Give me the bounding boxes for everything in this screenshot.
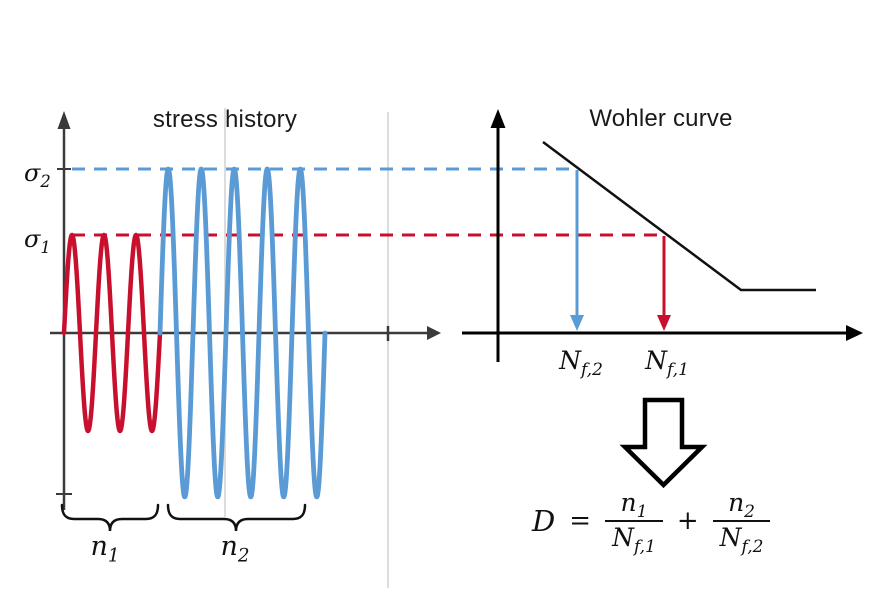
- nf2-base: N: [559, 346, 581, 375]
- wohler-curve-title: Wohler curve: [589, 105, 733, 132]
- n1-base: n: [90, 531, 108, 562]
- right-x-axis-arrowhead-icon: [846, 325, 863, 341]
- formula-fraction-1: n1 Nf,1: [605, 488, 663, 557]
- down-block-arrow-icon: [619, 397, 708, 489]
- frac1-numerator: n1: [620, 488, 648, 522]
- nf1-tick-label: Nf,1: [645, 346, 689, 379]
- sigma1-base: σ: [24, 225, 41, 253]
- sigma1-axis-label: σ1: [24, 225, 51, 255]
- stress-wave-n1: [61, 232, 163, 434]
- sn-curve: [542, 140, 816, 292]
- sigma2-sub: 2: [40, 171, 51, 191]
- formula-fraction-2: n2 Nf,2: [712, 488, 771, 557]
- stress-history-plot: [50, 111, 664, 532]
- stress-history-title: stress history: [152, 106, 298, 133]
- n1-brace-label: n1: [90, 531, 119, 565]
- nf2-drop-arrowhead-icon: [570, 315, 584, 331]
- underbrace-n1: [60, 503, 160, 532]
- stress-wave-n2: [157, 166, 328, 500]
- n2-brace-label: n2: [220, 531, 249, 565]
- n2-base: n: [220, 531, 238, 562]
- sigma2-axis-label: σ2: [24, 159, 51, 189]
- nf2-tick-label: Nf,2: [559, 346, 603, 379]
- frac2-numerator: n2: [728, 488, 755, 522]
- nf2-sub: f,2: [580, 360, 603, 380]
- n1-sub: 1: [107, 545, 120, 567]
- nf1-sub: f,1: [666, 360, 689, 380]
- frac2-denominator: Nf,2: [719, 522, 764, 557]
- left-x-axis-arrowhead-icon: [427, 326, 441, 340]
- frac1-denominator: Nf,1: [612, 522, 656, 557]
- n2-sub: 2: [237, 545, 250, 567]
- sigma2-base: σ: [24, 159, 41, 187]
- formula-equals: =: [569, 505, 592, 536]
- frac1-bar: [605, 519, 663, 522]
- left-y-axis-arrowhead-icon: [57, 111, 71, 129]
- formula-plus: +: [676, 505, 699, 536]
- sigma1-sub: 1: [40, 237, 51, 257]
- right-y-axis-arrowhead-icon: [490, 109, 506, 128]
- underbrace-n2: [166, 503, 307, 532]
- nf1-drop-arrowhead-icon: [657, 315, 671, 331]
- frac2-bar: [712, 519, 771, 522]
- formula-lhs: D: [532, 503, 556, 538]
- wohler-curve-plot: [462, 109, 863, 362]
- nf1-base: N: [645, 346, 667, 375]
- damage-formula: D = n1 Nf,1 + n2 Nf,2: [532, 488, 771, 557]
